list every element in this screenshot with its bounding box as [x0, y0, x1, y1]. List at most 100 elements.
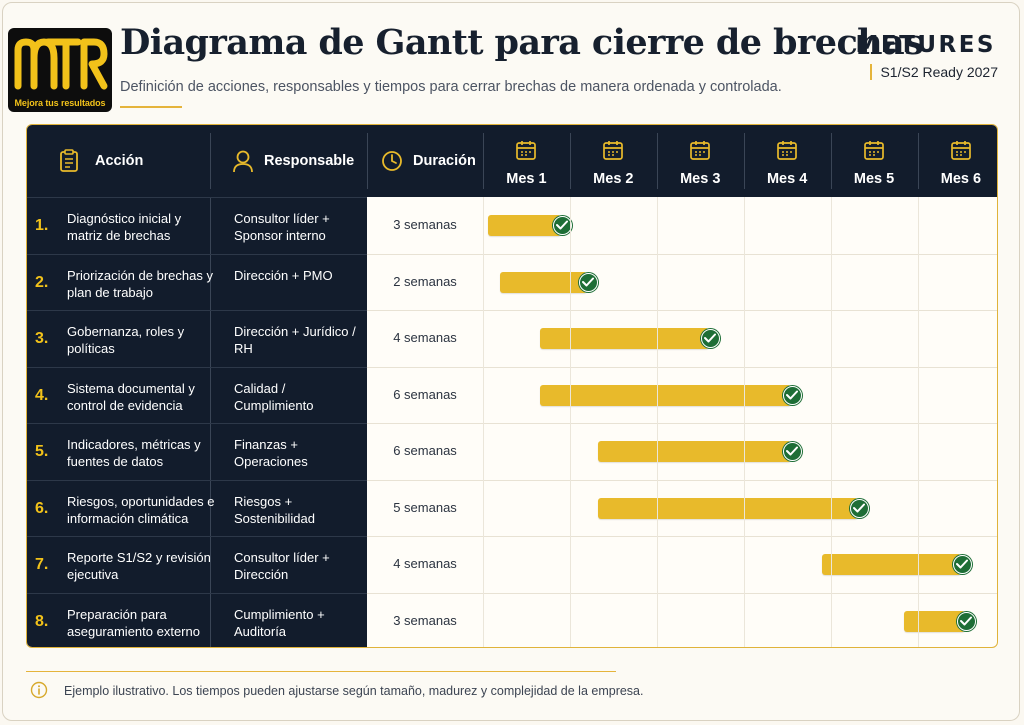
check-icon: [850, 498, 870, 518]
info-icon: [30, 681, 48, 699]
gantt-bar: [540, 328, 709, 349]
table-row: 7. Reporte S1/S2 y revisión ejecutiva Cons…: [27, 536, 367, 592]
row-action: Riesgos, oportunidades e información cli…: [67, 493, 215, 526]
header-separator: [830, 133, 832, 189]
column-action-label: Acción: [95, 153, 144, 169]
column-month: Mes 2: [570, 125, 657, 197]
gantt-header: [27, 125, 997, 197]
logo-tagline: Mejora tus resultados: [14, 98, 106, 108]
gantt-bar: [904, 610, 966, 632]
page-title: Diagrama de Gantt para cierre de brechas: [120, 22, 924, 63]
row-action: Preparación para aseguramiento externo: [67, 606, 200, 639]
row-owner: Dirección + Jurídico / RH: [234, 324, 356, 356]
column-month-label: Mes 6: [940, 171, 982, 187]
row-duration: 3 semanas: [393, 612, 457, 628]
row-number: 3.: [35, 330, 49, 347]
column-month-label: Mes 5: [853, 171, 895, 187]
calendar-icon: [951, 141, 971, 160]
row-number: 8.: [35, 612, 49, 630]
table-row: 5. Indicadores, métricas y fuentes de dat…: [27, 423, 367, 479]
table-row: 1. Diagnóstico inicial y matriz de brecha…: [27, 197, 367, 253]
column-month-label: Mes 2: [593, 171, 634, 187]
column-month-label: Mes 3: [680, 171, 721, 187]
row-owner: Riesgos + Sostenibilidad: [234, 493, 315, 526]
clock-icon: [382, 151, 402, 171]
gantt-bar: [540, 384, 792, 406]
row-divider: [367, 592, 997, 594]
row-duration: 5 semanas: [393, 499, 457, 515]
column-action: Acción: [59, 125, 209, 197]
row-duration: 3 semanas: [393, 217, 457, 232]
header-separator: [917, 133, 919, 189]
table-row: 6. Riesgos, oportunidades e información c…: [27, 479, 367, 536]
row-divider: [367, 536, 997, 537]
header-separator: [656, 133, 658, 189]
title-underline: [120, 106, 182, 108]
row-number: 6.: [35, 499, 49, 517]
row-duration: 6 semanas: [393, 443, 457, 458]
row-duration: 4 semanas: [393, 330, 457, 345]
gantt-bar: [597, 497, 859, 519]
check-icon: [957, 611, 977, 631]
row-owner: Dirección + PMO: [234, 267, 333, 283]
header-separator: [483, 133, 484, 189]
gantt-bar: [500, 271, 588, 293]
month-grid-line: [743, 197, 745, 647]
calendar-icon: [864, 141, 884, 160]
calendar-icon: [777, 141, 797, 160]
left-columns: [27, 197, 367, 647]
gantt-bar: [597, 441, 792, 462]
row-action: Diagnóstico inicial y matriz de brechas: [67, 211, 182, 243]
month-grid-line: [830, 197, 832, 647]
header-separator: [569, 133, 571, 189]
check-icon: [783, 385, 803, 405]
row-action: Indicadores, métricas y fuentes de datos: [67, 437, 201, 469]
row-duration: 6 semanas: [393, 386, 457, 402]
footnote-divider: [26, 671, 616, 672]
calendar-icon: [690, 141, 711, 160]
gantt-bar: [488, 215, 562, 236]
logo: Mejora tus resultados: [8, 28, 112, 112]
header-separator: [367, 133, 368, 189]
logo-mark-icon: [14, 38, 108, 90]
row-action: Gobernanza, roles y políticas: [67, 324, 185, 356]
table-row: 8. Preparación para aseguramiento externo…: [27, 592, 367, 648]
gantt-chart: Acción Responsable Duración Mes 1 Mes 2 Me…: [26, 124, 998, 648]
clipboard-icon: [60, 149, 78, 172]
month-grid-line: [483, 197, 484, 647]
check-icon: [553, 216, 573, 235]
table-row: 4. Sistema documental y control de eviden…: [27, 366, 367, 423]
check-icon: [952, 555, 972, 574]
row-divider: [367, 366, 997, 368]
calendar-icon: [516, 141, 537, 160]
column-month: Mes 1: [483, 125, 570, 197]
column-owner-label: Responsable: [264, 153, 355, 169]
row-divider: [367, 479, 997, 481]
person-icon: [233, 150, 253, 173]
column-owner: Responsable: [232, 125, 367, 197]
column-month: Mes 6: [918, 125, 998, 197]
row-number: 7.: [35, 556, 49, 573]
brand-subtitle: S1/S2 Ready 2027: [870, 64, 998, 80]
column-month: Mes 4: [744, 125, 831, 197]
column-duration-label: Duración: [413, 153, 476, 169]
row-duration: 4 semanas: [393, 556, 457, 571]
row-number: 4.: [35, 386, 49, 404]
column-month: Mes 3: [657, 125, 744, 197]
table-row: 3. Gobernanza, roles y políticas Dirección…: [27, 310, 367, 366]
month-grid-line: [656, 197, 658, 647]
check-icon: [700, 329, 720, 348]
column-month-label: Mes 1: [506, 171, 547, 187]
row-duration: 2 semanas: [393, 273, 457, 289]
month-grid-line: [569, 197, 571, 647]
column-month: Mes 5: [831, 125, 918, 197]
table-row: 2. Priorización de brechas y plan de trab…: [27, 253, 367, 310]
row-owner: Consultor líder + Sponsor interno: [234, 211, 330, 243]
gantt-bar: [821, 554, 961, 575]
row-number: 2.: [35, 273, 49, 291]
row-owner: Cumplimiento + Auditoría: [234, 606, 325, 639]
check-icon: [579, 272, 599, 292]
row-number: 1.: [35, 217, 49, 234]
header-separator: [743, 133, 745, 189]
month-grid-line: [917, 197, 919, 647]
